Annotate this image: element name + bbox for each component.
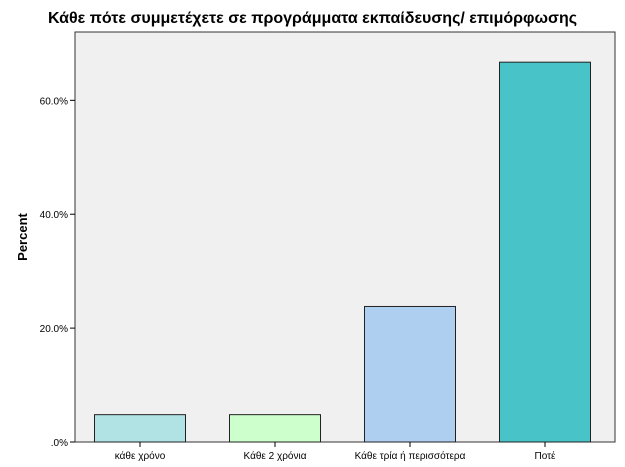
bar [94, 414, 186, 443]
x-tick-label: Ποτέ [534, 450, 556, 462]
y-axis: .0% 20.0% 40.0% 60.0% [40, 96, 75, 449]
chart-title: Κάθε πότε συμμετέχετε σε προγράμματα εκπ… [47, 10, 578, 27]
bar [229, 414, 321, 443]
x-tick-label: Κάθε 2 χρόνια [244, 450, 307, 462]
y-tick-label: 60.0% [40, 96, 68, 107]
y-axis-label: Percent [15, 212, 30, 260]
bar [499, 61, 591, 443]
bar [364, 305, 456, 443]
x-axis: κάθε χρόνο Κάθε 2 χρόνια Κάθε τρία ή περισ… [115, 442, 556, 462]
y-tick-label: .0% [51, 438, 68, 449]
x-tick-label: κάθε χρόνο [115, 450, 166, 462]
y-tick-label: 40.0% [40, 210, 68, 221]
x-tick-label: Κάθε τρία ή περισσότερα [355, 450, 466, 462]
y-tick-label: 20.0% [40, 324, 68, 335]
